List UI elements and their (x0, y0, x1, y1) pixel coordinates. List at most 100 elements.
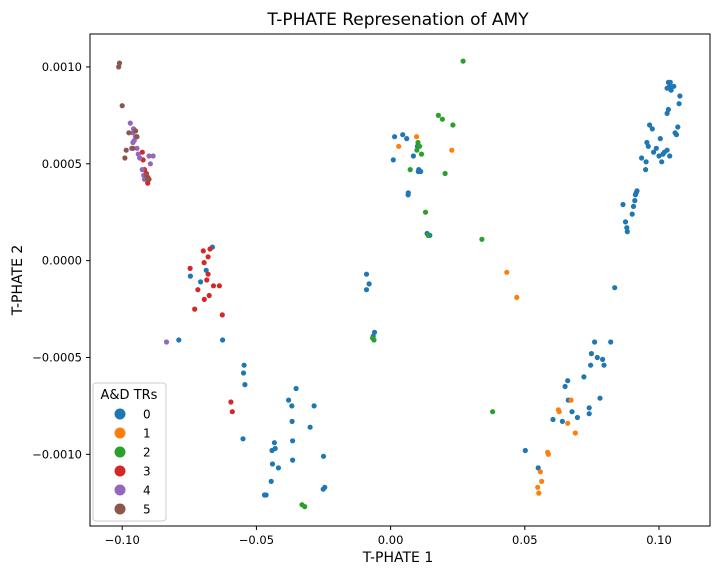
data-point (667, 153, 673, 159)
data-point (559, 418, 566, 424)
y-tick-label: 0.0000 (42, 254, 82, 268)
data-point (410, 153, 416, 159)
data-point (597, 395, 603, 401)
legend-item-2: 2 (114, 446, 151, 460)
x-axis-ticks: −0.10 −0.05 0.00 0.05 0.10 (105, 526, 672, 547)
data-point (220, 337, 226, 343)
data-point (656, 153, 662, 159)
data-point (307, 424, 313, 430)
data-point (594, 354, 600, 361)
data-point (390, 157, 396, 163)
x-tick-label: 0.05 (512, 533, 538, 547)
y-tick-label: 0.0010 (42, 60, 82, 74)
data-point (123, 147, 129, 153)
data-point (664, 147, 670, 153)
data-point (207, 246, 213, 252)
legend-box (92, 382, 167, 522)
data-point (145, 176, 151, 182)
plot-frame (89, 33, 711, 527)
legend-item-0: 0 (114, 408, 151, 422)
data-point (460, 58, 466, 64)
series-1 (396, 134, 578, 496)
data-point (366, 281, 372, 287)
data-point (205, 271, 211, 277)
legend-label: 0 (143, 408, 151, 422)
data-point (565, 420, 571, 426)
data-point (439, 116, 445, 122)
data-point (405, 190, 411, 196)
data-point (568, 397, 574, 403)
data-point (139, 149, 145, 155)
data-point (320, 453, 327, 459)
data-point (649, 126, 655, 132)
data-point (665, 106, 672, 113)
legend-label: 4 (143, 484, 151, 498)
data-point (241, 362, 247, 368)
data-point (163, 339, 170, 345)
data-point (414, 134, 420, 140)
data-point (629, 211, 635, 217)
legend-marker (114, 484, 126, 496)
data-point (667, 83, 673, 89)
data-point (145, 180, 151, 186)
legend-label: 1 (143, 427, 151, 441)
data-point (322, 484, 328, 490)
data-point (608, 339, 614, 345)
x-axis-label: T-PHATE 1 (362, 550, 434, 566)
data-point (647, 122, 653, 128)
data-point (643, 167, 649, 173)
data-point (240, 436, 246, 442)
data-point (600, 356, 606, 362)
data-point (514, 294, 520, 300)
data-point (676, 101, 682, 107)
chart-title: T-PHATE Represenation of AMY (266, 10, 529, 30)
data-point (203, 267, 209, 273)
legend-label: 2 (143, 446, 151, 460)
data-point (639, 155, 645, 161)
legend-title: A&D TRs (101, 388, 158, 403)
data-point (592, 339, 598, 345)
data-point (535, 484, 541, 490)
y-axis-label: T-PHATE 2 (10, 245, 26, 317)
data-point (653, 145, 659, 151)
data-point (634, 188, 640, 194)
data-point (581, 374, 587, 380)
data-point (198, 279, 204, 285)
data-point (586, 405, 592, 411)
data-point (565, 378, 571, 384)
data-point (176, 337, 182, 343)
data-point (490, 409, 496, 415)
y-tick-label: −0.0005 (32, 350, 82, 364)
data-point (624, 229, 630, 235)
data-point (269, 461, 276, 467)
data-point (536, 490, 542, 496)
data-point (537, 469, 544, 475)
series-4 (127, 120, 170, 345)
data-point (677, 93, 683, 99)
data-point (562, 383, 568, 390)
data-point (404, 136, 410, 142)
data-point (400, 132, 406, 138)
data-point (293, 385, 299, 392)
data-point (574, 414, 581, 421)
data-point (116, 64, 122, 70)
data-point (657, 136, 663, 142)
data-point (204, 277, 210, 283)
data-point (271, 440, 277, 446)
data-point (133, 128, 139, 134)
data-point (286, 397, 292, 403)
data-point (422, 209, 429, 215)
data-point (392, 134, 398, 140)
data-point (550, 416, 556, 423)
x-tick-label: 0.00 (378, 533, 404, 547)
plot-area (116, 58, 683, 510)
data-point (667, 79, 673, 85)
data-point (242, 382, 248, 388)
data-point (535, 465, 541, 471)
legend-item-5: 5 (114, 503, 151, 517)
data-point (311, 403, 317, 409)
data-point (201, 260, 207, 266)
data-point (275, 465, 281, 471)
data-point (139, 167, 145, 173)
